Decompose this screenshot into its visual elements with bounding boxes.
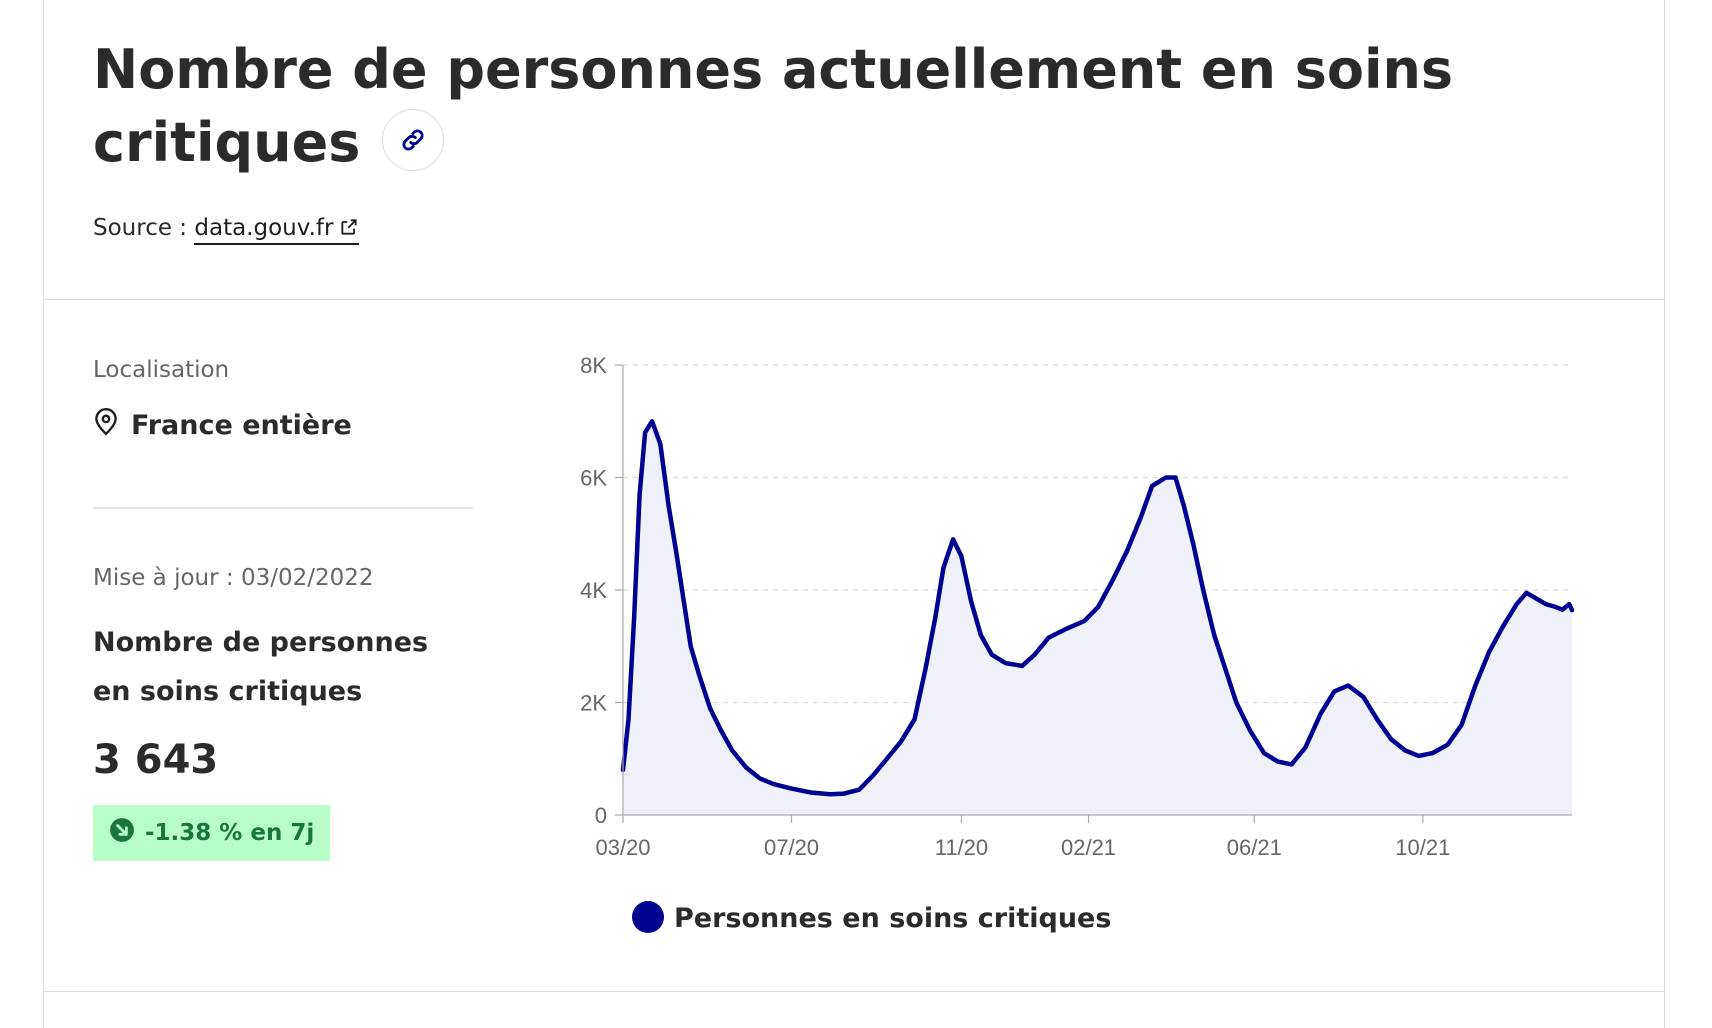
chart-legend: Personnes en soins critiques (632, 900, 1112, 936)
link-icon (402, 129, 424, 151)
x-tick-label: 03/20 (595, 835, 650, 860)
chart-axes: 0 2K 4K 6K 8K 03/20 07/20 11/20 02/21 06/21 10/21 (580, 353, 1572, 860)
legend-swatch (632, 900, 664, 933)
page-title: Nombre de personnes actuellement en soin… (93, 33, 1473, 179)
external-link-icon (341, 218, 358, 235)
x-tick-label: 06/21 (1227, 835, 1282, 860)
location-selector[interactable]: France entière (93, 407, 352, 442)
line-chart: 0 2K 4K 6K 8K 03/20 07/20 11/20 02/21 06/21 10/21 (580, 353, 1575, 860)
card-bottom-divider (43, 991, 1665, 992)
source-label: Source : (93, 215, 188, 241)
update-date: Mise à jour : 03/02/2022 (93, 565, 374, 591)
x-tick-label: 07/20 (764, 835, 819, 860)
y-tick-label: 8K (580, 353, 607, 378)
series-area (623, 421, 1572, 815)
copy-link-button[interactable] (382, 109, 445, 172)
y-tick-label: 4K (580, 578, 607, 603)
indicator-card (43, 0, 1665, 1028)
trend-text: -1.38 % en 7j (145, 820, 315, 846)
location-value: France entière (131, 410, 352, 441)
metric-value: 3 643 (93, 737, 219, 783)
y-tick-label: 0 (595, 803, 607, 828)
series-line (620, 419, 1575, 797)
legend-label: Personnes en soins critiques (674, 903, 1112, 934)
location-label: Localisation (93, 357, 230, 383)
x-tick-label: 02/21 (1061, 835, 1116, 860)
page-title-text: Nombre de personnes actuellement en soin… (93, 38, 1454, 174)
source-link-text: data.gouv.fr (194, 215, 334, 241)
x-tick-label: 10/21 (1395, 835, 1450, 860)
trend-badge: -1.38 % en 7j (93, 805, 331, 861)
map-pin-icon (95, 407, 117, 435)
sidebar-divider (93, 507, 473, 509)
source-link[interactable]: data.gouv.fr (194, 215, 360, 245)
x-tick-label: 11/20 (935, 835, 988, 860)
metric-name: Nombre de personnes en soins critiques (93, 627, 429, 707)
y-tick-label: 2K (580, 691, 607, 716)
header-divider (43, 299, 1665, 300)
y-tick-label: 6K (580, 466, 607, 491)
source-line: Source : data.gouv.fr (93, 215, 360, 245)
arrow-down-right-icon (110, 817, 134, 842)
